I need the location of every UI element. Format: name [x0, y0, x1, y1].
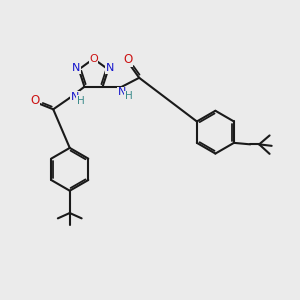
Text: N: N — [118, 87, 126, 97]
Text: O: O — [89, 54, 98, 64]
Text: N: N — [72, 63, 81, 73]
Text: O: O — [30, 94, 39, 107]
Text: H: H — [124, 91, 132, 101]
Text: N: N — [106, 63, 114, 73]
Text: N: N — [71, 92, 79, 101]
Text: O: O — [123, 53, 133, 67]
Text: H: H — [77, 96, 85, 106]
